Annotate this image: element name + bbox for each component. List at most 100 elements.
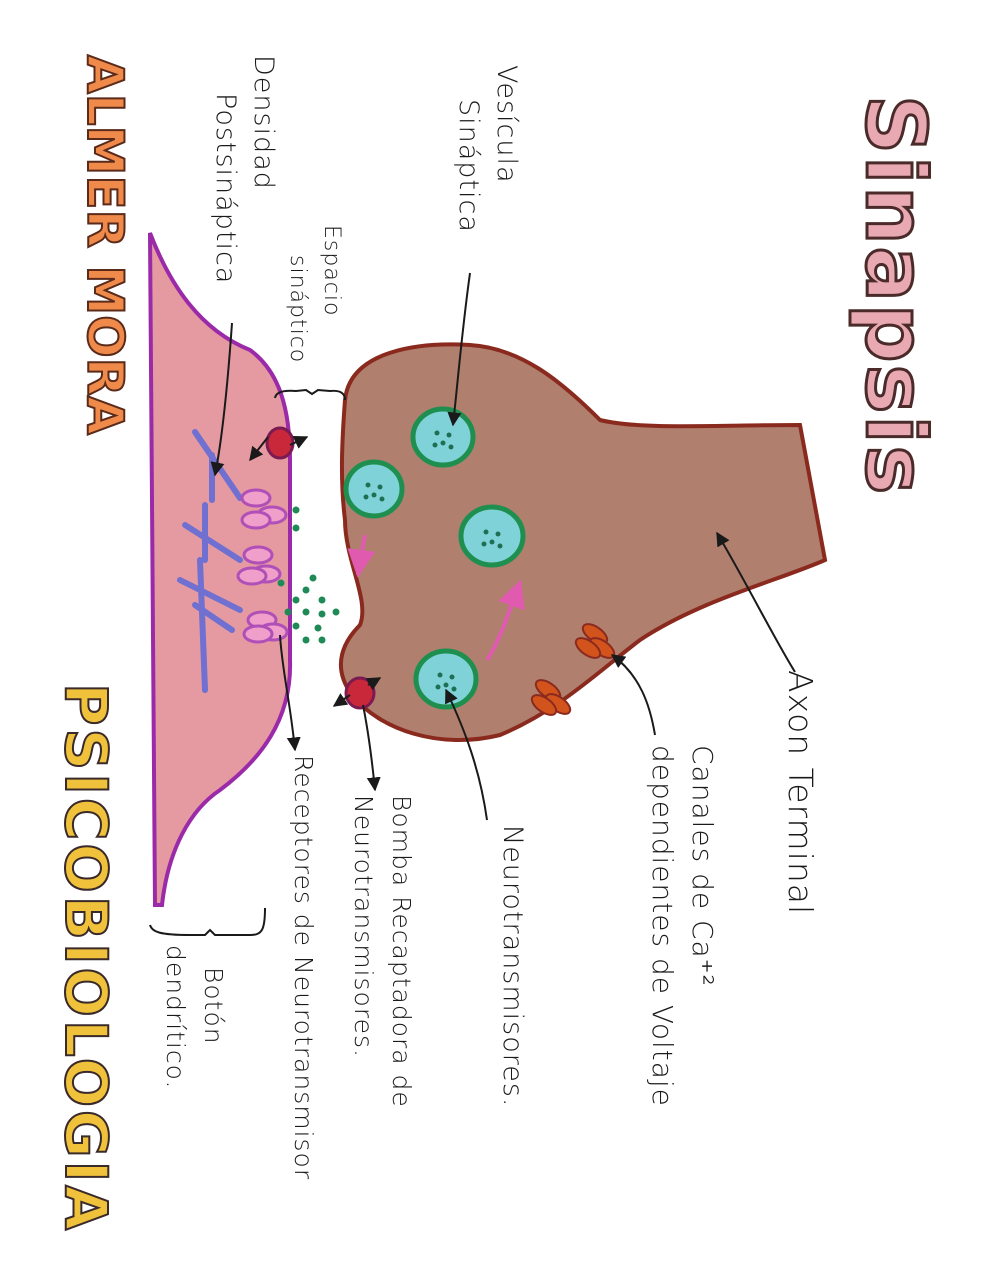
neurotransmitter-pointer — [445, 688, 488, 821]
vesicle-neurotransmitter — [435, 684, 441, 690]
author-bubble: ALMER MORA — [75, 54, 135, 436]
vesicle-movement-arrow — [485, 579, 525, 662]
vesicle-pointer — [447, 272, 471, 427]
label-bomba-line1: Bomba Recaptadora de — [387, 795, 416, 1108]
vesicle-neurotransmitter — [432, 442, 438, 448]
label-boton: Botón dendrítico. — [156, 945, 232, 1089]
side-title-bubble: PSICOBIOLOGIA — [51, 682, 121, 1234]
neurotransmitter-molecule — [302, 608, 310, 616]
receptor — [242, 545, 274, 565]
calcium-pointer — [610, 654, 656, 736]
label-canales-line1: Canales de Ca⁺² — [686, 745, 719, 987]
label-neurotransmisores-text: Neurotransmisores. — [497, 825, 528, 1108]
vesicle-neurotransmitter — [449, 674, 455, 680]
vesicle-membrane — [410, 406, 476, 468]
vesicle-neurotransmitter — [443, 682, 449, 688]
label-boton-line2: dendrítico. — [161, 945, 190, 1090]
author-line1: ALMER — [75, 54, 135, 249]
label-espacio-line2: sináptico — [285, 255, 310, 364]
synaptic-vesicle — [413, 648, 479, 710]
reuptake-pump-post — [265, 426, 295, 460]
receptor — [242, 624, 274, 644]
vesicle-neurotransmitter — [379, 496, 385, 502]
pump-arrow — [332, 693, 351, 707]
receptor — [240, 488, 272, 508]
calcium-channels — [530, 623, 616, 716]
released-neurotransmitters — [277, 506, 340, 644]
label-axon: Axon Terminal — [781, 670, 820, 915]
vesicle-neurotransmitter — [440, 440, 446, 446]
synaptic-vesicle — [410, 406, 476, 468]
label-canales: Canales de Ca⁺² dependientes de Voltaje — [642, 745, 722, 1107]
vesicle-neurotransmitter — [365, 482, 371, 488]
pump-arrow — [289, 436, 309, 449]
neurotransmitter-molecule — [318, 610, 326, 618]
dendritic-button-bracket — [149, 907, 266, 936]
neurotransmitter-molecule — [302, 586, 310, 594]
receptor-pointer — [279, 634, 301, 752]
neurotransmitter-molecule — [292, 524, 300, 532]
label-axon-text: Axon Terminal — [781, 670, 820, 916]
label-boton-line1: Botón — [199, 967, 228, 1045]
axon-pointer — [716, 531, 796, 673]
vesicle-neurotransmitter — [371, 492, 377, 498]
neurotransmitter-molecule — [292, 622, 300, 630]
pump-pointer — [362, 704, 381, 792]
vesicle-membrane — [458, 504, 526, 568]
synaptic-vesicle — [458, 504, 526, 568]
vesicle-neurotransmitter — [495, 531, 501, 537]
title-bubble: Sinapsis — [846, 94, 944, 498]
synaptic-space-bracket — [274, 388, 346, 401]
density-pointer — [210, 322, 233, 477]
neurotransmitter-molecule — [309, 574, 317, 582]
reuptake-pump-pre — [344, 676, 376, 710]
calcium-channel — [574, 637, 602, 659]
label-vesicula: Vesícula Sináptica — [449, 65, 525, 233]
vesicle-neurotransmitter — [377, 484, 383, 490]
pump-arrow — [365, 677, 382, 691]
axon-terminal — [338, 342, 828, 743]
pump-arrow — [249, 436, 269, 462]
synaptic-vesicle — [343, 459, 405, 519]
vesicle-neurotransmitter — [483, 529, 489, 535]
label-densidad-line2: Postsináptica — [210, 93, 241, 285]
vesicle-neurotransmitter — [481, 541, 487, 547]
neurotransmitter-receptors — [236, 488, 289, 644]
neurotransmitter-molecule — [318, 636, 326, 644]
vesicle-neurotransmitter — [489, 539, 495, 545]
neurotransmitter-molecule — [318, 596, 326, 604]
author-line2: MORA — [75, 264, 135, 435]
receptor — [236, 566, 268, 586]
vesicle-neurotransmitter — [434, 430, 440, 436]
vesicle-neurotransmitter — [446, 432, 452, 438]
label-espacio-line1: Espacio — [319, 225, 344, 317]
calcium-channel — [530, 694, 558, 716]
label-neurotransmisores: Neurotransmisores. — [497, 825, 528, 1108]
vesicle-neurotransmitter — [451, 686, 457, 692]
label-densidad: Densidad Postsináptica — [206, 55, 282, 284]
neurotransmitter-molecule — [302, 636, 310, 644]
vesicle-neurotransmitter — [437, 672, 443, 678]
neurotransmitter-molecule — [314, 624, 322, 632]
vesicle-movement-arrow — [347, 534, 376, 578]
neurotransmitter-molecule — [277, 579, 285, 587]
vesicle-membrane — [413, 648, 479, 710]
vesicle-neurotransmitter — [363, 494, 369, 500]
vesicle-neurotransmitter — [497, 543, 503, 549]
page-title: Sinapsis — [846, 94, 944, 498]
label-bomba-line2: Neurotransmisores. — [349, 795, 378, 1058]
label-receptores: Receptores de Neurotransmisor — [289, 755, 318, 1180]
receptor — [240, 510, 272, 530]
label-densidad-line1: Densidad — [248, 55, 279, 190]
vesicle-neurotransmitter — [448, 444, 454, 450]
label-receptores-text: Receptores de Neurotransmisor — [289, 755, 318, 1181]
label-vesicula-line1: Vesícula — [491, 65, 522, 184]
vesicle-membrane — [343, 459, 405, 519]
neurotransmitter-molecule — [292, 596, 300, 604]
label-vesicula-line2: Sináptica — [453, 99, 484, 233]
neurotransmitter-molecule — [284, 608, 292, 616]
dendritic-button — [148, 232, 293, 907]
neurotransmitter-molecule — [332, 608, 340, 616]
